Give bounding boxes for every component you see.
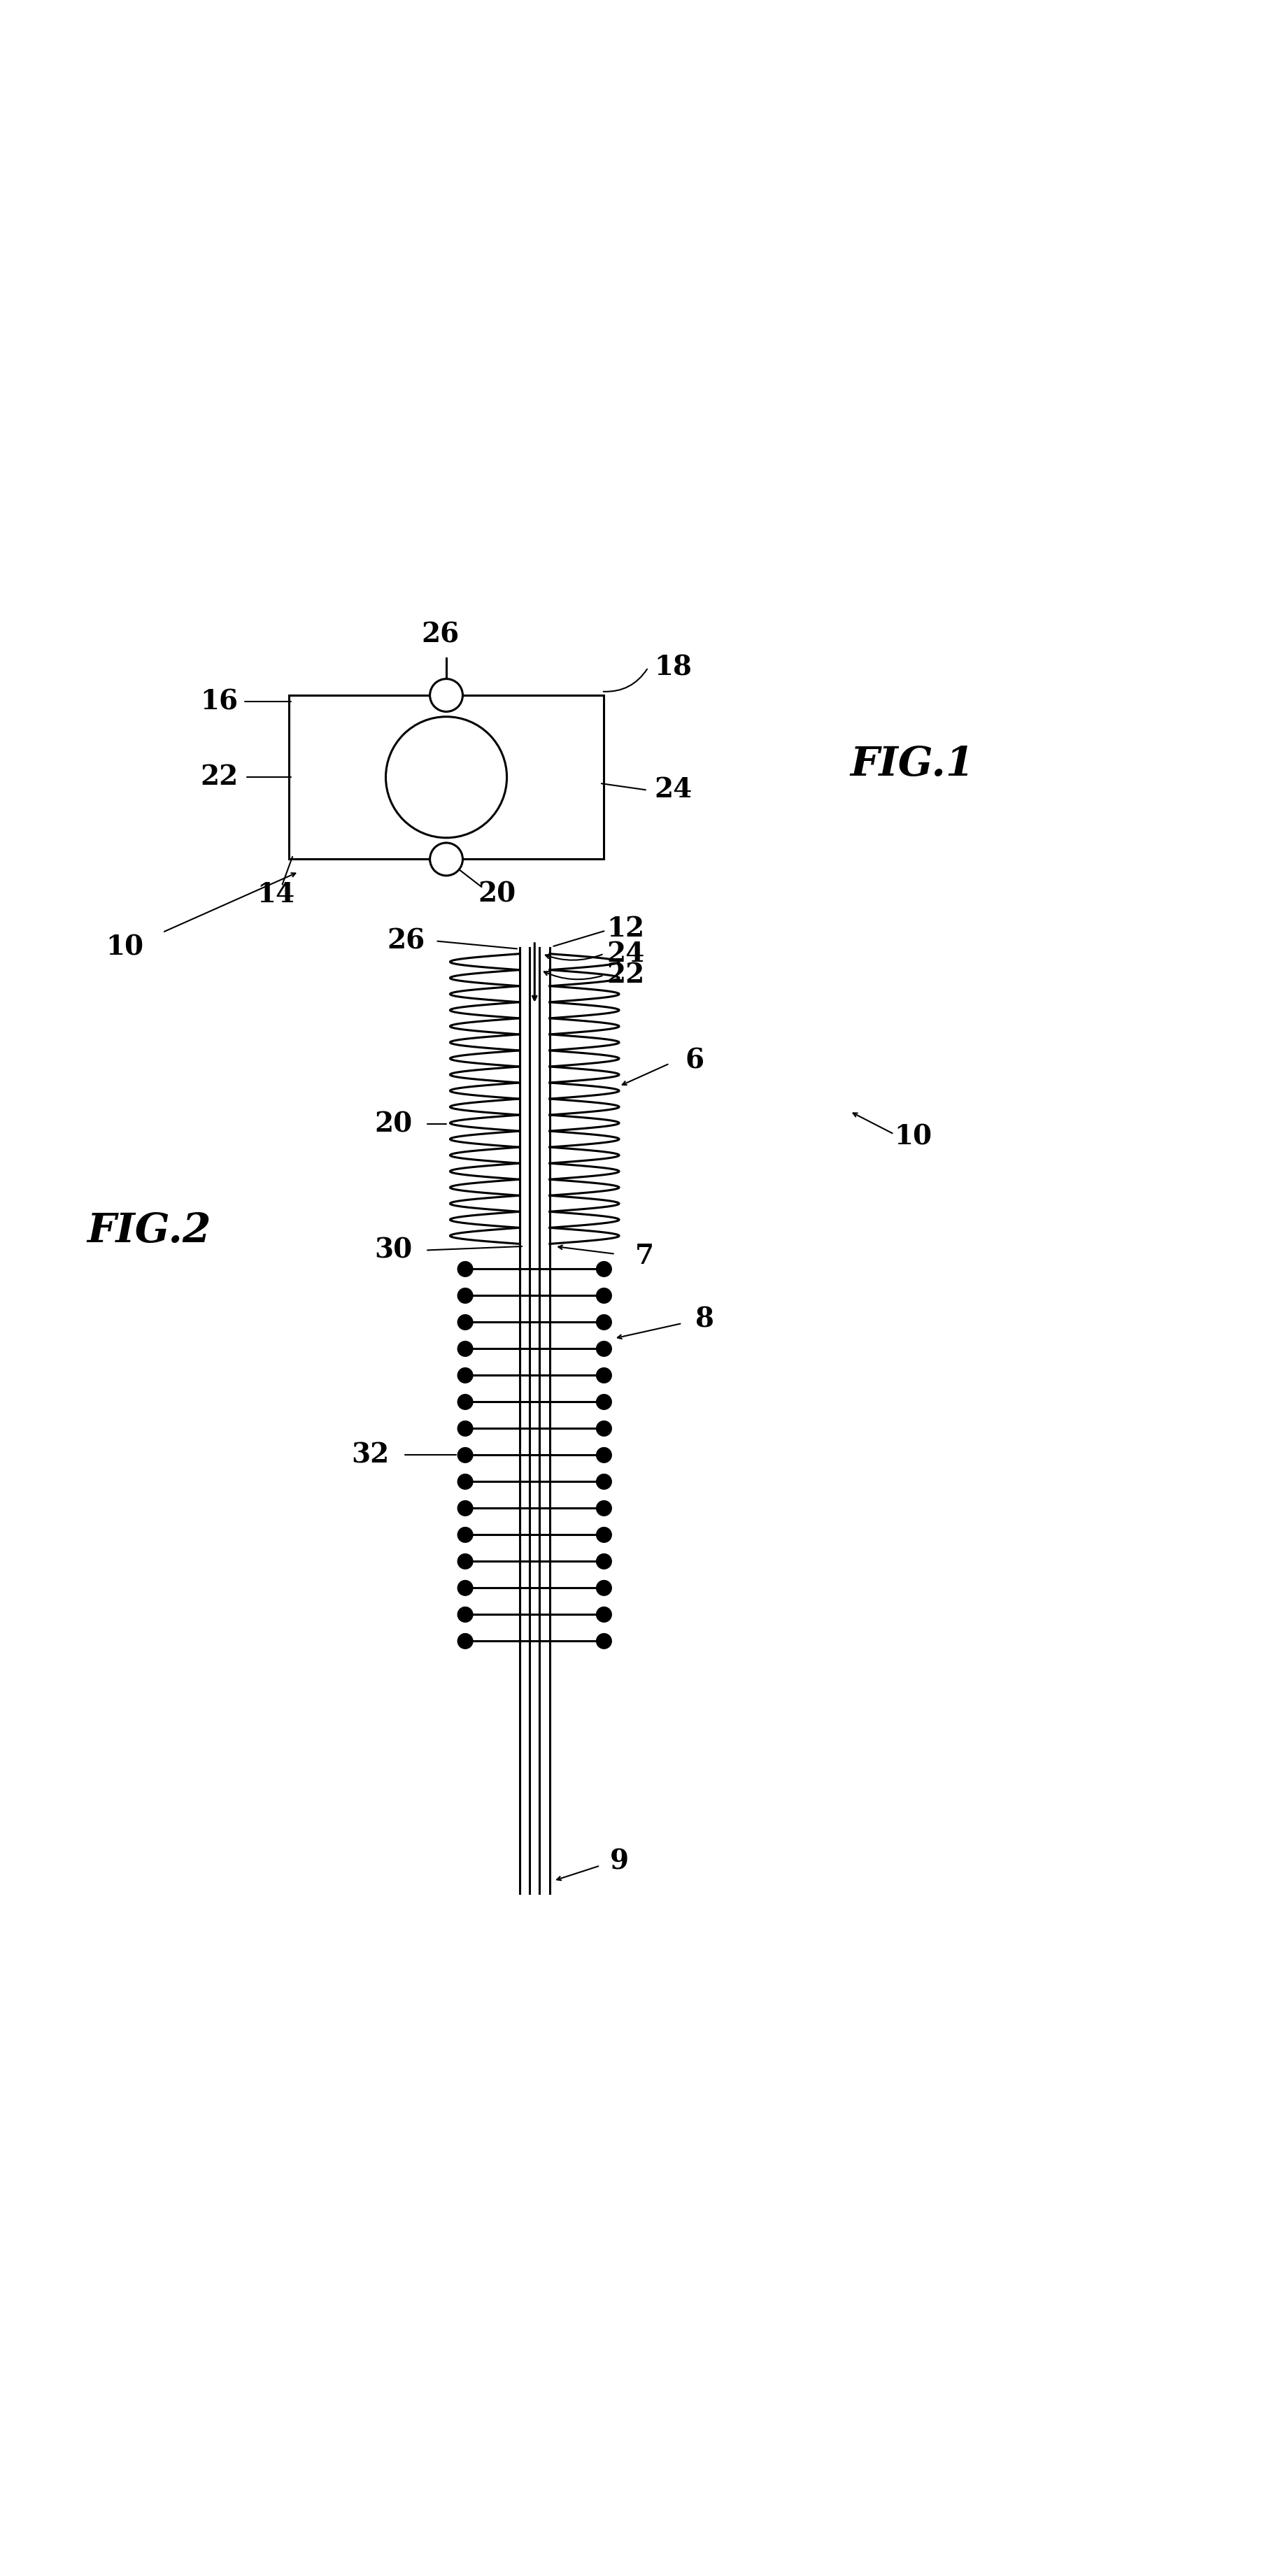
- Text: 14: 14: [257, 881, 295, 907]
- Text: FIG.2: FIG.2: [86, 1211, 211, 1252]
- Circle shape: [596, 1528, 611, 1543]
- Circle shape: [458, 1502, 473, 1515]
- Text: 26: 26: [386, 927, 425, 956]
- Circle shape: [596, 1553, 611, 1569]
- Text: 16: 16: [201, 688, 238, 716]
- Circle shape: [458, 1394, 473, 1409]
- Circle shape: [596, 1288, 611, 1303]
- Text: 9: 9: [610, 1850, 629, 1875]
- Circle shape: [458, 1368, 473, 1383]
- Text: 22: 22: [606, 961, 644, 989]
- Circle shape: [386, 716, 507, 837]
- Circle shape: [596, 1262, 611, 1278]
- Text: 10: 10: [105, 935, 144, 961]
- Circle shape: [458, 1473, 473, 1489]
- Circle shape: [596, 1368, 611, 1383]
- Circle shape: [458, 1262, 473, 1278]
- Circle shape: [458, 1553, 473, 1569]
- Text: 24: 24: [655, 775, 693, 804]
- Text: 26: 26: [421, 621, 459, 649]
- Bar: [289, 696, 604, 860]
- Text: 20: 20: [375, 1110, 412, 1139]
- Text: 7: 7: [634, 1244, 653, 1270]
- Circle shape: [596, 1394, 611, 1409]
- Text: 12: 12: [606, 914, 644, 943]
- Circle shape: [596, 1502, 611, 1515]
- Text: 32: 32: [352, 1443, 390, 1468]
- Circle shape: [458, 1422, 473, 1435]
- Text: 24: 24: [606, 940, 644, 966]
- Text: 20: 20: [478, 881, 516, 907]
- Circle shape: [458, 1582, 473, 1595]
- Circle shape: [458, 1528, 473, 1543]
- Circle shape: [458, 1342, 473, 1358]
- Circle shape: [596, 1633, 611, 1649]
- Circle shape: [458, 1288, 473, 1303]
- Text: 30: 30: [375, 1236, 412, 1262]
- Circle shape: [458, 1633, 473, 1649]
- Circle shape: [430, 842, 463, 876]
- Text: 10: 10: [894, 1123, 932, 1149]
- Circle shape: [596, 1422, 611, 1435]
- Circle shape: [458, 1448, 473, 1463]
- Circle shape: [596, 1448, 611, 1463]
- Circle shape: [596, 1314, 611, 1329]
- Circle shape: [596, 1473, 611, 1489]
- Circle shape: [458, 1607, 473, 1623]
- Circle shape: [430, 680, 463, 711]
- Text: FIG.1: FIG.1: [850, 744, 974, 783]
- Text: 18: 18: [655, 654, 693, 680]
- Text: 6: 6: [685, 1048, 704, 1074]
- Circle shape: [596, 1582, 611, 1595]
- Text: 22: 22: [201, 765, 238, 791]
- Circle shape: [596, 1342, 611, 1358]
- Circle shape: [458, 1314, 473, 1329]
- Circle shape: [596, 1607, 611, 1623]
- Text: 8: 8: [695, 1306, 714, 1332]
